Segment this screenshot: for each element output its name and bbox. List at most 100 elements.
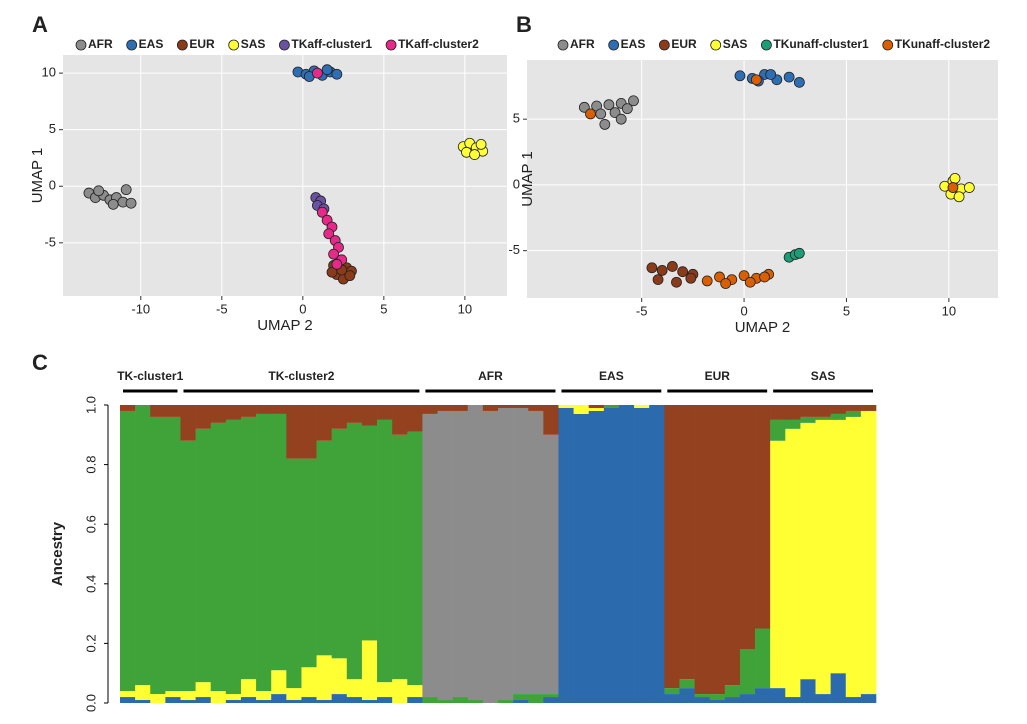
point xyxy=(469,149,480,160)
point xyxy=(578,101,590,113)
ancestry-segment xyxy=(513,405,529,408)
ancestry-segment xyxy=(165,691,181,698)
point xyxy=(120,184,132,196)
point xyxy=(793,247,805,259)
ancestry-segment xyxy=(679,688,695,703)
y-tick-label: 5 xyxy=(49,121,56,136)
ancestry-segment xyxy=(407,431,423,686)
legend-swatch xyxy=(176,39,188,51)
ancestry-segment xyxy=(588,407,605,411)
point xyxy=(93,185,105,197)
ancestry-segment xyxy=(755,688,771,703)
ancestry-segment xyxy=(195,697,212,703)
ancestry-segment xyxy=(392,434,408,680)
ancestry-segment xyxy=(679,405,695,680)
ancestry-segment xyxy=(301,667,317,698)
ancestry-segment xyxy=(724,405,741,686)
legend-swatch xyxy=(882,39,894,51)
ancestry-segment xyxy=(377,405,393,420)
ancestry-segment xyxy=(316,405,332,441)
ancestry-segment xyxy=(240,697,257,703)
point xyxy=(671,276,682,288)
ancestry-segment xyxy=(361,700,378,703)
group-label: SAS xyxy=(811,369,836,383)
point xyxy=(312,67,323,79)
legend-swatch xyxy=(658,39,670,51)
x-tick-label: -5 xyxy=(216,301,228,316)
ancestry-segment xyxy=(271,694,287,703)
x-axis-label: UMAP 2 xyxy=(735,319,791,336)
legend-swatch xyxy=(608,39,620,51)
point xyxy=(125,197,137,209)
point xyxy=(734,70,746,82)
ancestry-segment xyxy=(210,405,227,423)
ancestry-segment xyxy=(860,410,877,695)
ancestry-segment xyxy=(724,685,741,698)
point xyxy=(759,271,770,283)
y-axis-label: UMAP 1 xyxy=(29,148,46,204)
ancestry-segment xyxy=(664,688,680,695)
ancestry-segment xyxy=(422,413,438,698)
ancestry-segment xyxy=(694,694,710,698)
ancestry-segment xyxy=(815,416,831,420)
ancestry-segment xyxy=(543,434,559,695)
ancestry-segment xyxy=(603,407,620,703)
point xyxy=(953,191,965,203)
ancestry-segment xyxy=(240,679,257,698)
ancestry-segment xyxy=(498,407,514,701)
ancestry-segment xyxy=(649,405,665,703)
group-label: AFR xyxy=(478,369,503,383)
ancestry-segment xyxy=(755,628,771,689)
ancestry-segment xyxy=(860,694,877,703)
point xyxy=(585,108,596,120)
point xyxy=(331,258,343,270)
point xyxy=(621,103,633,115)
ancestry-segment xyxy=(785,405,801,420)
legend-label: EAS xyxy=(139,37,164,51)
ancestry-segment xyxy=(543,697,559,703)
ancestry-segment xyxy=(618,405,635,703)
ancestry-segment xyxy=(800,679,816,703)
point xyxy=(793,76,805,88)
ancestry-segment xyxy=(392,405,408,435)
point xyxy=(331,68,343,80)
ancestry-segment xyxy=(815,694,831,703)
ancestry-segment xyxy=(664,405,680,689)
ancestry-segment xyxy=(513,700,529,703)
ancestry-segment xyxy=(770,440,786,689)
ancestry-segment xyxy=(558,407,574,703)
legend-label: TKaff-cluster2 xyxy=(398,37,479,51)
y-tick-label: 0.6 xyxy=(83,515,98,533)
y-tick-label: 0.0 xyxy=(83,694,98,712)
ancestry-segment xyxy=(830,405,847,414)
legend-swatch xyxy=(126,39,138,51)
point xyxy=(783,71,795,83)
legend-label: TKunaff-cluster1 xyxy=(773,37,869,51)
ancestry-segment xyxy=(256,413,272,692)
point xyxy=(615,113,627,125)
ancestry-segment xyxy=(165,697,181,703)
legend-swatch xyxy=(760,39,772,51)
ancestry-segment xyxy=(694,697,710,703)
ancestry-segment xyxy=(528,694,544,703)
ancestry-segment xyxy=(422,697,438,703)
ancestry-segment xyxy=(180,440,196,692)
ancestry-segment xyxy=(256,700,272,703)
ancestry-segment xyxy=(845,405,862,411)
ancestry-segment xyxy=(271,405,287,414)
point xyxy=(603,99,615,111)
ancestry-segment xyxy=(845,697,862,703)
ancestry-segment xyxy=(830,419,847,674)
point xyxy=(677,266,689,278)
ancestry-segment xyxy=(785,428,801,698)
ancestry-segment xyxy=(467,405,484,701)
x-tick-label: -5 xyxy=(636,303,648,318)
ancestry-segment xyxy=(588,410,605,703)
ancestry-segment xyxy=(135,405,151,686)
legend-label: EUR xyxy=(189,37,215,51)
ancestry-segment xyxy=(286,405,302,459)
ancestry-segment xyxy=(785,697,801,703)
ancestry-segment xyxy=(256,691,272,701)
ancestry-segment xyxy=(724,697,741,703)
